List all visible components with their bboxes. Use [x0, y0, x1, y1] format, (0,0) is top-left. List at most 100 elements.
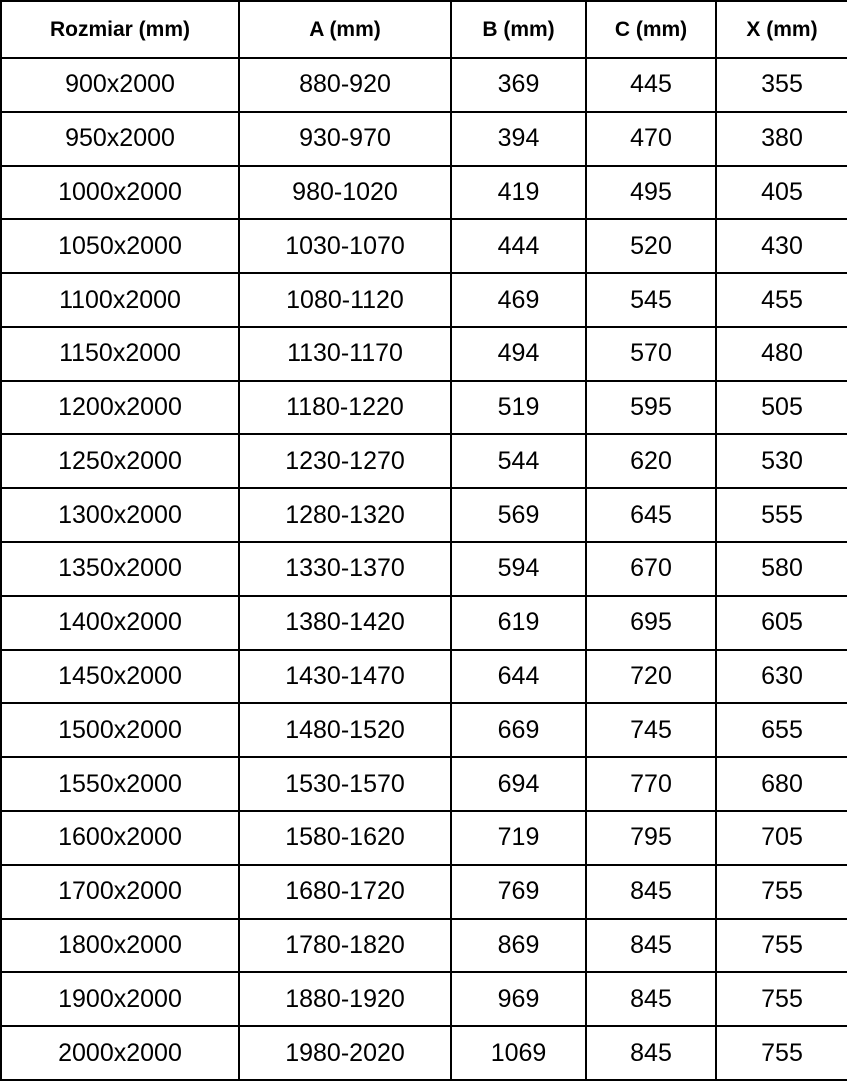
table-cell: 719 — [450, 809, 587, 866]
table-cell: 1530-1570 — [238, 756, 452, 812]
table-cell: 1330-1370 — [238, 541, 452, 597]
table-cell: 900x2000 — [0, 57, 240, 113]
table-cell: 755 — [715, 917, 847, 974]
table-cell: 545 — [585, 272, 717, 328]
table-cell: 544 — [450, 433, 587, 490]
table-cell: 1180-1220 — [238, 379, 452, 436]
table-cell: 570 — [585, 325, 717, 382]
table-head: Rozmiar (mm) A (mm) B (mm) C (mm) X (mm) — [0, 0, 847, 59]
table-cell: 430 — [715, 218, 847, 275]
table-cell: 1980-2020 — [238, 1025, 452, 1081]
table-cell: 520 — [585, 218, 717, 275]
table-cell: 470 — [585, 110, 717, 167]
table-cell: 1680-1720 — [238, 863, 452, 920]
table-cell: 770 — [585, 756, 717, 812]
table-cell: 355 — [715, 57, 847, 113]
table-cell: 669 — [450, 702, 587, 759]
column-header: X (mm) — [715, 0, 847, 59]
table-row: 1800x2000 1780-1820 869 845 755 — [0, 917, 847, 974]
table-cell: 505 — [715, 379, 847, 436]
table-cell: 445 — [585, 57, 717, 113]
table-cell: 1000x2000 — [0, 164, 240, 221]
table-cell: 630 — [715, 648, 847, 705]
table-cell: 1100x2000 — [0, 272, 240, 328]
table-cell: 1069 — [450, 1025, 587, 1081]
table-cell: 469 — [450, 272, 587, 328]
table-cell: 495 — [585, 164, 717, 221]
table-cell: 444 — [450, 218, 587, 275]
table-row: 1000x2000 980-1020 419 495 405 — [0, 164, 847, 221]
table-cell: 494 — [450, 325, 587, 382]
table-cell: 795 — [585, 809, 717, 866]
table-cell: 1800x2000 — [0, 917, 240, 974]
table-cell: 1550x2000 — [0, 756, 240, 812]
table-row: 2000x2000 1980-2020 1069 845 755 — [0, 1025, 847, 1081]
table-cell: 1880-1920 — [238, 971, 452, 1028]
table-cell: 980-1020 — [238, 164, 452, 221]
table-row: 1350x2000 1330-1370 594 670 580 — [0, 541, 847, 597]
table-cell: 670 — [585, 541, 717, 597]
table-cell: 695 — [585, 594, 717, 651]
table-cell: 620 — [585, 433, 717, 490]
table-cell: 1780-1820 — [238, 917, 452, 974]
table-row: 1300x2000 1280-1320 569 645 555 — [0, 487, 847, 544]
table-cell: 1580-1620 — [238, 809, 452, 866]
table-cell: 644 — [450, 648, 587, 705]
table-cell: 1350x2000 — [0, 541, 240, 597]
table-cell: 1080-1120 — [238, 272, 452, 328]
table-cell: 755 — [715, 971, 847, 1028]
column-header: B (mm) — [450, 0, 587, 59]
table-cell: 519 — [450, 379, 587, 436]
table-cell: 594 — [450, 541, 587, 597]
header-row: Rozmiar (mm) A (mm) B (mm) C (mm) X (mm) — [0, 0, 847, 59]
table-cell: 369 — [450, 57, 587, 113]
table-cell: 619 — [450, 594, 587, 651]
table-cell: 645 — [585, 487, 717, 544]
table-cell: 1480-1520 — [238, 702, 452, 759]
table-cell: 1600x2000 — [0, 809, 240, 866]
table-cell: 480 — [715, 325, 847, 382]
table-cell: 380 — [715, 110, 847, 167]
table-cell: 705 — [715, 809, 847, 866]
table-cell: 680 — [715, 756, 847, 812]
column-header: Rozmiar (mm) — [0, 0, 240, 59]
table-cell: 1150x2000 — [0, 325, 240, 382]
table-cell: 694 — [450, 756, 587, 812]
table-row: 1400x2000 1380-1420 619 695 605 — [0, 594, 847, 651]
column-header: C (mm) — [585, 0, 717, 59]
table-cell: 1250x2000 — [0, 433, 240, 490]
table-cell: 880-920 — [238, 57, 452, 113]
table-row: 1100x2000 1080-1120 469 545 455 — [0, 272, 847, 328]
table-cell: 755 — [715, 1025, 847, 1081]
table-cell: 745 — [585, 702, 717, 759]
table-row: 1700x2000 1680-1720 769 845 755 — [0, 863, 847, 920]
table-cell: 845 — [585, 917, 717, 974]
table-row: 1150x2000 1130-1170 494 570 480 — [0, 325, 847, 382]
table-row: 1900x2000 1880-1920 969 845 755 — [0, 971, 847, 1028]
table-cell: 845 — [585, 863, 717, 920]
table-cell: 720 — [585, 648, 717, 705]
table-row: 1450x2000 1430-1470 644 720 630 — [0, 648, 847, 705]
table-cell: 580 — [715, 541, 847, 597]
table-cell: 595 — [585, 379, 717, 436]
table-cell: 1300x2000 — [0, 487, 240, 544]
table-cell: 405 — [715, 164, 847, 221]
table-row: 1600x2000 1580-1620 719 795 705 — [0, 809, 847, 866]
table-cell: 1280-1320 — [238, 487, 452, 544]
table-row: 900x2000 880-920 369 445 355 — [0, 57, 847, 113]
table-cell: 1400x2000 — [0, 594, 240, 651]
table-cell: 455 — [715, 272, 847, 328]
table-cell: 1380-1420 — [238, 594, 452, 651]
table-cell: 1900x2000 — [0, 971, 240, 1028]
table-cell: 1500x2000 — [0, 702, 240, 759]
table-cell: 845 — [585, 971, 717, 1028]
table-cell: 1130-1170 — [238, 325, 452, 382]
table-cell: 1230-1270 — [238, 433, 452, 490]
table-body: 900x2000 880-920 369 445 355 950x2000 930-970 3… — [0, 57, 847, 1081]
table-cell: 869 — [450, 917, 587, 974]
table-row: 950x2000 930-970 394 470 380 — [0, 110, 847, 167]
table-cell: 1430-1470 — [238, 648, 452, 705]
table-cell: 1030-1070 — [238, 218, 452, 275]
table-cell: 555 — [715, 487, 847, 544]
